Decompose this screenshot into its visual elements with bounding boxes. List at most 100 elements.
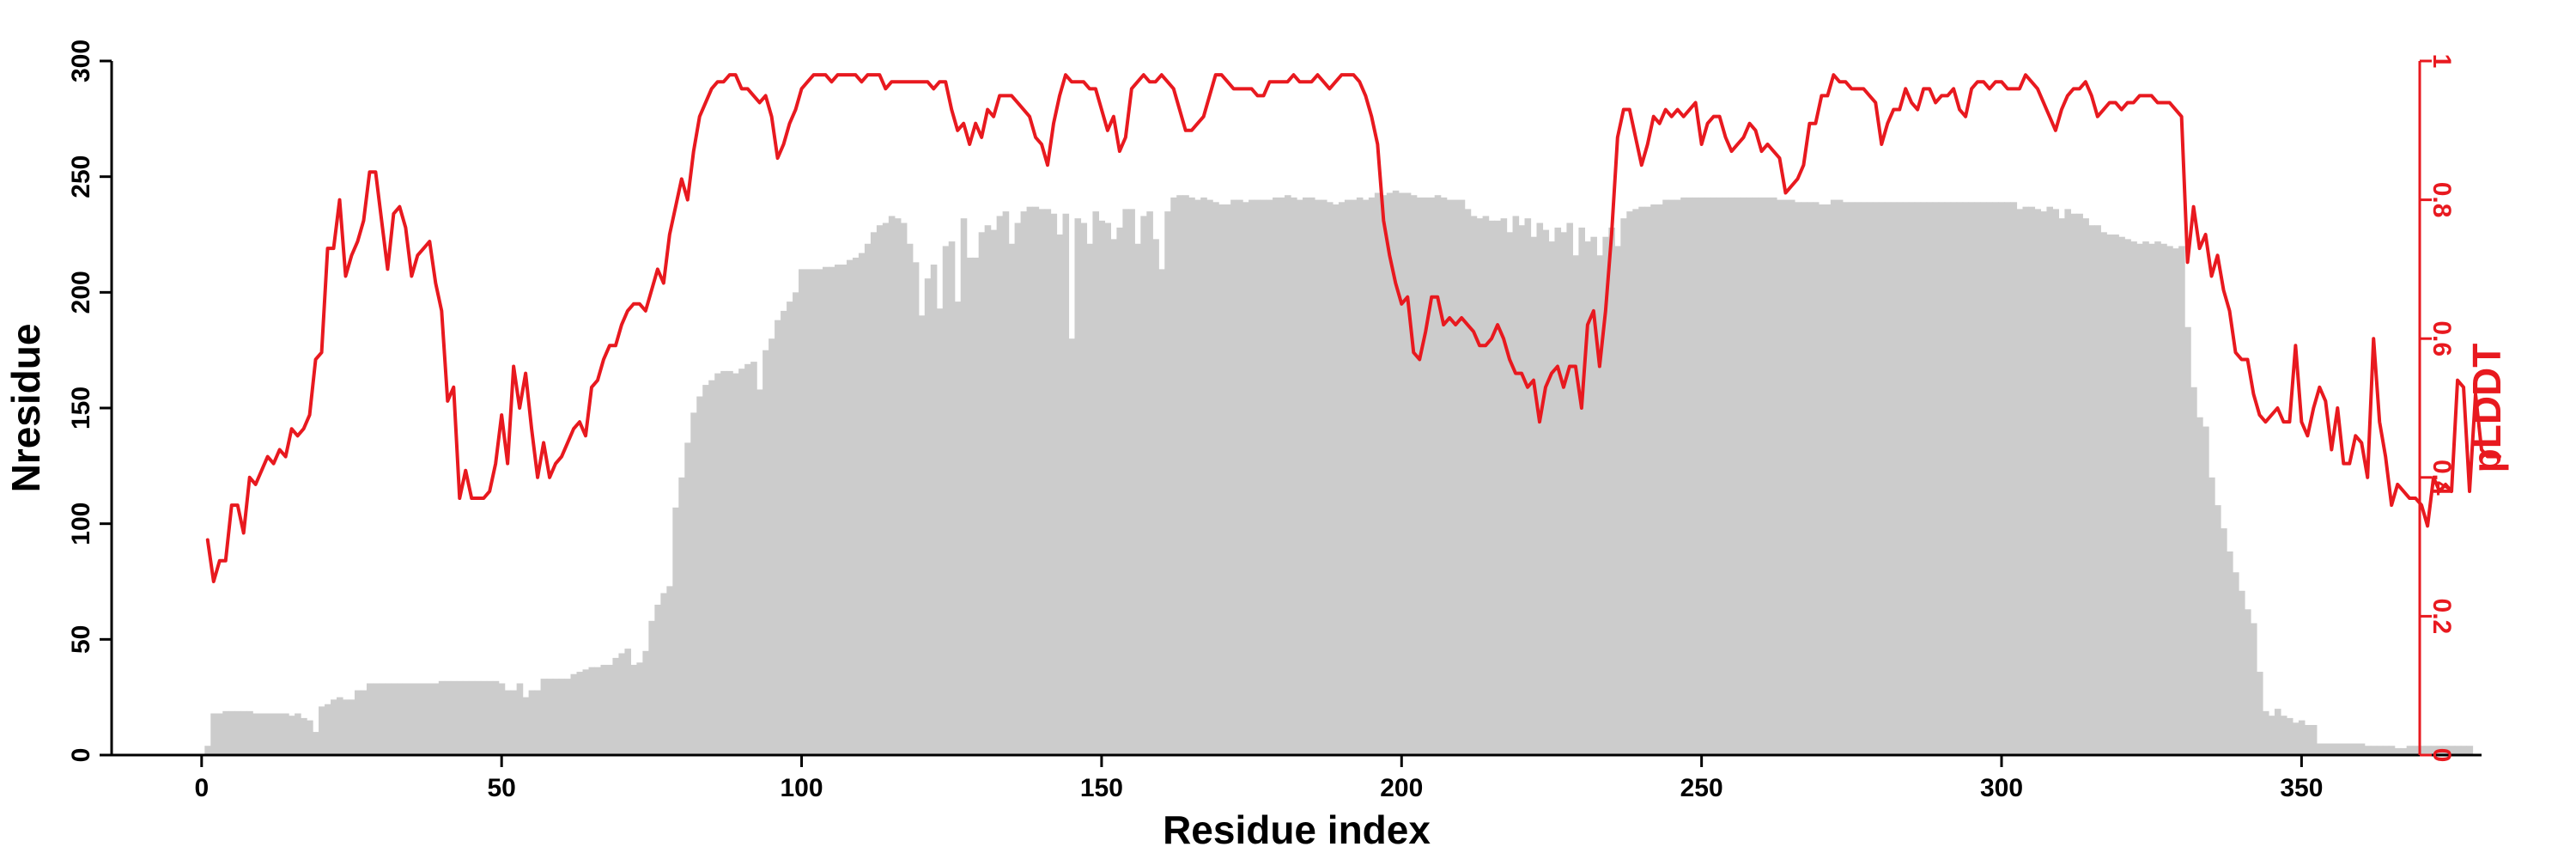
- bar-residue-327: [2160, 243, 2167, 755]
- bar-residue-73: [636, 662, 643, 755]
- bar-residue-71: [624, 649, 632, 755]
- y-tick: 150: [67, 387, 112, 430]
- bar-residue-96: [775, 320, 781, 755]
- bar-residue-119: [912, 262, 920, 755]
- bar-residue-294: [1962, 202, 1970, 756]
- bar-residue-30: [378, 683, 386, 755]
- bar-residue-61: [564, 679, 572, 755]
- x-tick: 50: [487, 755, 516, 802]
- bar-residue-250: [1698, 197, 1705, 755]
- x-tick-label: 300: [1980, 774, 2023, 802]
- bar-residue-318: [2106, 235, 2113, 755]
- bar-residue-54: [522, 697, 530, 755]
- bar-residue-361: [2364, 746, 2372, 755]
- bar-residue-161: [1164, 211, 1171, 755]
- bar-residue-138: [1026, 206, 1034, 755]
- bar-residue-376: [2454, 746, 2462, 755]
- y2-tick-label: 0.6: [2427, 320, 2456, 356]
- y2-tick: 0.8: [2420, 182, 2456, 217]
- bar-residue-129: [972, 257, 980, 755]
- bar-residue-239: [1632, 209, 1639, 755]
- bar-residue-265: [1788, 199, 1795, 756]
- bar-residue-186: [1314, 199, 1321, 756]
- bar-residue-342: [2250, 623, 2257, 755]
- bar-residue-153: [1116, 227, 1123, 755]
- bar-residue-208: [1446, 199, 1454, 756]
- bar-residue-188: [1326, 202, 1334, 756]
- bar-residue-307: [2040, 211, 2048, 755]
- bar-residue-50: [498, 683, 506, 755]
- y-tick: 50: [67, 625, 112, 654]
- bar-residue-136: [1014, 222, 1022, 755]
- bar-residue-262: [1771, 197, 1777, 755]
- bar-residue-172: [1230, 199, 1237, 756]
- bar-residue-375: [2448, 746, 2456, 755]
- bar-residue-348: [2286, 717, 2293, 755]
- bar-residue-53: [516, 683, 524, 755]
- x-tick-label: 350: [2280, 774, 2323, 802]
- bar-residue-245: [1668, 199, 1675, 756]
- bar-residue-130: [978, 232, 986, 755]
- bar-residue-196: [1374, 192, 1382, 755]
- bar-residue-12: [270, 713, 277, 755]
- bar-residue-24: [343, 699, 349, 755]
- bar-residue-336: [2215, 505, 2221, 755]
- bar-residue-331: [2184, 326, 2191, 755]
- bar-residue-167: [1200, 197, 1207, 755]
- bar-residue-253: [1716, 197, 1723, 755]
- bar-residue-176: [1255, 199, 1261, 756]
- x-tick-label: 100: [781, 774, 823, 802]
- bar-residue-45: [468, 680, 476, 755]
- bar-residue-298: [1986, 202, 1994, 756]
- bar-residue-259: [1753, 197, 1759, 755]
- bar-residue-154: [1122, 209, 1129, 755]
- bar-residue-297: [1980, 202, 1988, 756]
- bar-residue-234: [1602, 236, 1609, 755]
- bar-residue-356: [2334, 743, 2342, 755]
- bar-residue-38: [426, 683, 434, 755]
- bar-residue-273: [1836, 199, 1844, 756]
- bar-residue-126: [954, 302, 962, 755]
- x-axis: 0 50 100 150 200 250 300 350 Residue index: [112, 753, 2482, 852]
- x-tick: 250: [1680, 755, 1723, 802]
- bar-residue-286: [1914, 202, 1922, 756]
- bar-residue-180: [1279, 197, 1285, 755]
- y-tick-label: 300: [67, 40, 95, 82]
- bar-residue-341: [2245, 609, 2251, 755]
- bar-residue-107: [840, 265, 848, 755]
- bar-residue-51: [504, 690, 512, 755]
- bar-residue-257: [1741, 197, 1747, 755]
- bar-residue-90: [738, 369, 745, 755]
- bar-residue-332: [2190, 387, 2197, 755]
- bar-residue-241: [1644, 206, 1651, 755]
- bar-residue-86: [714, 373, 721, 755]
- y2-tick-label: 0.2: [2427, 599, 2456, 635]
- bar-residue-60: [558, 679, 566, 755]
- bar-residue-251: [1704, 197, 1711, 755]
- y-axis-title: Nresidue: [3, 324, 48, 493]
- bar-residue-171: [1224, 204, 1231, 756]
- bar-residue-268: [1806, 202, 1814, 756]
- bar-residue-27: [360, 690, 368, 755]
- bar-residue-35: [408, 683, 416, 755]
- bar-residue-166: [1194, 199, 1201, 756]
- bar-residue-2: [210, 713, 217, 755]
- bar-residue-70: [618, 653, 626, 755]
- y2-axis-title: pLDDT: [2464, 344, 2509, 473]
- bar-residue-217: [1500, 218, 1508, 755]
- bar-residue-181: [1285, 195, 1291, 755]
- bar-residue-313: [2076, 213, 2083, 755]
- bar-residue-244: [1662, 199, 1669, 756]
- bar-residue-352: [2310, 724, 2318, 755]
- bar-residue-269: [1812, 202, 1820, 756]
- bar-residue-368: [2406, 746, 2414, 755]
- bar-residue-125: [948, 241, 956, 756]
- bar-residue-155: [1128, 209, 1135, 755]
- bar-residue-82: [690, 412, 697, 755]
- bar-residue-288: [1926, 202, 1934, 756]
- bar-residue-300: [1998, 202, 2006, 756]
- bar-residue-94: [762, 350, 769, 755]
- bar-residue-117: [900, 222, 908, 755]
- bar-residue-177: [1261, 199, 1267, 756]
- bar-residue-240: [1638, 206, 1645, 755]
